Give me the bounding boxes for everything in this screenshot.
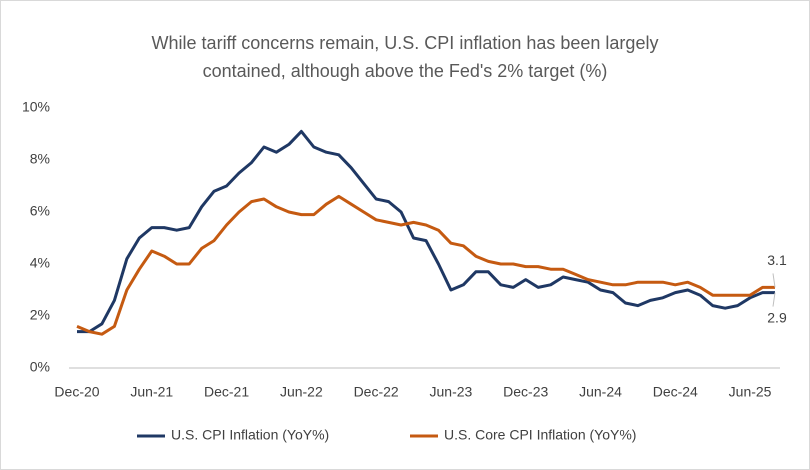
y-tick-label: 0% [30,359,50,375]
line-series [77,129,775,334]
x-tick-label: Dec-23 [503,384,548,400]
x-tick-label: Jun-23 [430,384,473,400]
x-tick-label: Jun-25 [729,384,772,400]
x-tick-label: Jun-21 [130,384,173,400]
y-tick-label: 10% [22,99,50,115]
x-tick-label: Jun-24 [579,384,622,400]
leader-line [772,273,776,288]
x-tick-label: Dec-22 [354,384,399,400]
chart-title: contained, although above the Fed's 2% t… [203,61,608,81]
legend-label: U.S. Core CPI Inflation (YoY%) [444,427,636,443]
x-tick-label: Dec-24 [653,384,698,400]
y-tick-label: 8% [30,151,50,167]
x-tick-label: Jun-22 [280,384,323,400]
data-label: 3.1 [767,252,787,268]
y-tick-label: 4% [30,255,50,271]
data-label: 2.9 [767,309,787,325]
y-tick-label: 2% [30,307,50,323]
y-tick-label: 6% [30,203,50,219]
line-series [76,194,775,336]
legend-label: U.S. CPI Inflation (YoY%) [171,427,329,443]
leader-line [772,292,776,307]
chart-title: While tariff concerns remain, U.S. CPI i… [152,33,659,53]
x-tick-label: Dec-20 [54,384,99,400]
x-tick-label: Dec-21 [204,384,249,400]
